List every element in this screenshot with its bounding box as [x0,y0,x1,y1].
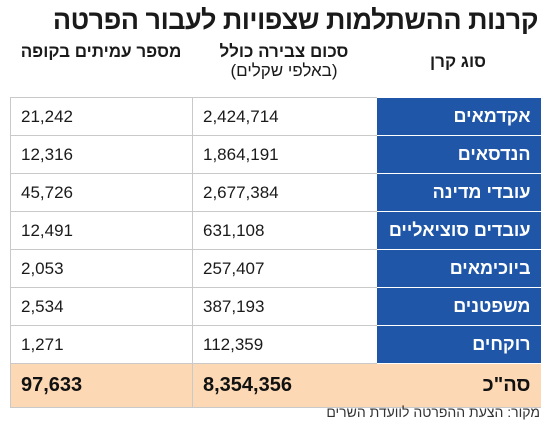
savings-cell: 257,407 [192,249,377,288]
fund-name-cell: עובדים סוציאליים [376,211,541,250]
members-cell: 12,491 [10,211,193,250]
table-row: עובדי מדינה 2,677,384 45,726 [10,173,541,212]
header-total-savings-unit: (באלפי שקלים) [230,61,338,80]
table-row: רוקחים 112,359 1,271 [10,325,541,364]
table-row: אקדמאים 2,424,714 21,242 [10,97,541,136]
savings-cell: 2,677,384 [192,173,377,212]
fund-name-cell: אקדמאים [376,97,541,136]
members-cell: 12,316 [10,135,193,174]
page-title: קרנות ההשתלמות שצפויות לעבור הפרטה [52,5,539,35]
table-row: הנדסאים 1,864,191 12,316 [10,135,541,174]
savings-cell: 387,193 [192,287,377,326]
table-row: ביוכימאים 257,407 2,053 [10,249,541,288]
header-fund-type: סוג קרן [430,52,486,71]
members-cell: 1,271 [10,325,193,364]
fund-name-cell: עובדי מדינה [376,173,541,212]
header-members: מספר עמיתים בקופה [20,42,182,61]
fund-name-cell: ביוכימאים [376,249,541,288]
members-cell: 45,726 [10,173,193,212]
total-row: סה"כ 8,354,356 97,633 [10,363,541,408]
table-header: סוג קרן סכום צבירה כולל (באלפי שקלים) מס… [10,42,540,94]
savings-cell: 2,424,714 [192,97,377,136]
savings-cell: 631,108 [192,211,377,250]
funds-table: אקדמאים 2,424,714 21,242 הנדסאים 1,864,1… [10,97,541,408]
savings-cell: 1,864,191 [192,135,377,174]
fund-name-cell: רוקחים [376,325,541,364]
members-cell: 2,534 [10,287,193,326]
total-savings-cell: 8,354,356 [192,363,377,408]
header-total-savings-label: סכום צבירה כולל [219,42,349,61]
members-cell: 2,053 [10,249,193,288]
members-cell: 21,242 [10,97,193,136]
header-total-savings: סכום צבירה כולל (באלפי שקלים) [192,42,376,80]
fund-name-cell: הנדסאים [376,135,541,174]
total-label-cell: סה"כ [376,363,541,408]
table-row: משפטנים 387,193 2,534 [10,287,541,326]
savings-cell: 112,359 [192,325,377,364]
table-row: עובדים סוציאליים 631,108 12,491 [10,211,541,250]
total-members-cell: 97,633 [10,363,193,408]
source-note: מקור: הצעת ההפרטה לוועדת השרים [326,404,540,420]
fund-name-cell: משפטנים [376,287,541,326]
